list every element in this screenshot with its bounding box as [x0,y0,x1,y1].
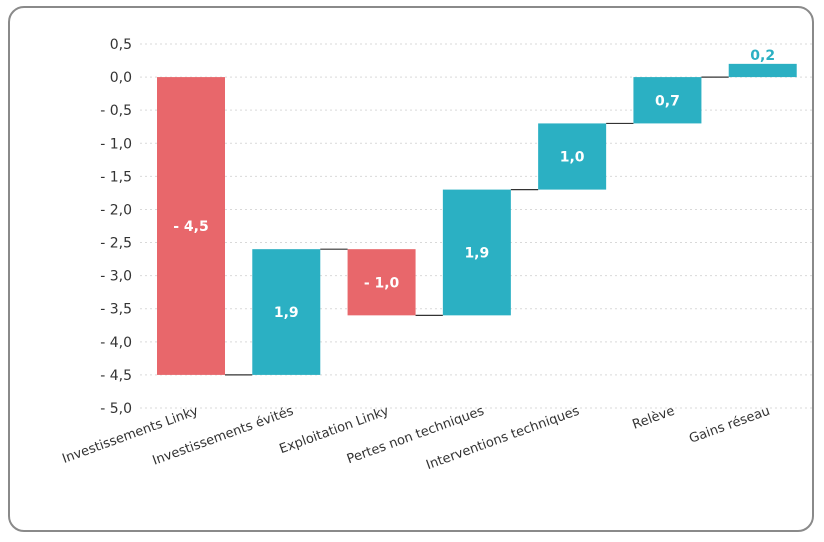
data-label: 0,2 [750,48,775,64]
y-tick-label: - 4,0 [100,335,132,351]
y-tick-label: 0,0 [110,70,132,86]
bars [157,63,797,376]
waterfall-bar [442,189,511,316]
waterfall-bar [252,249,321,375]
y-tick-label: - 1,5 [100,169,132,185]
data-label: 1,9 [464,245,489,261]
y-tick-label: - 5,0 [100,401,132,417]
waterfall-bar [347,249,416,316]
y-axis: 0,5 0,0 - 0,5 - 1,0 - 1,5 - 2,0 - 2,5 - 3,0 - 3,… [100,37,132,417]
waterfall-bar [538,123,607,190]
y-tick-label: - 2,0 [100,202,132,218]
y-tick-label: - 1,0 [100,136,132,152]
data-label: - 4,5 [173,219,209,235]
y-tick-label: 0,5 [110,37,132,53]
x-category-label: Gains réseau [687,404,772,447]
waterfall-bar [157,77,225,375]
waterfall-bar [633,77,702,124]
data-label: 1,0 [560,150,585,166]
x-category-label: Interventions techniques [424,404,581,474]
y-tick-label: - 3,0 [100,269,132,285]
y-tick-label: - 4,5 [100,368,132,384]
y-tick-label: - 0,5 [100,103,132,119]
y-tick-label: - 3,5 [100,302,132,318]
data-labels: - 4,5 1,9 - 1,0 1,9 1,0 0,7 0,2 [173,48,775,321]
data-label: - 1,0 [364,275,400,291]
data-label: 0,7 [655,93,680,109]
x-category-label: Relève [631,404,677,433]
data-label: 1,9 [274,305,299,321]
waterfall-bar [728,63,797,78]
y-tick-label: - 2,5 [100,236,132,252]
